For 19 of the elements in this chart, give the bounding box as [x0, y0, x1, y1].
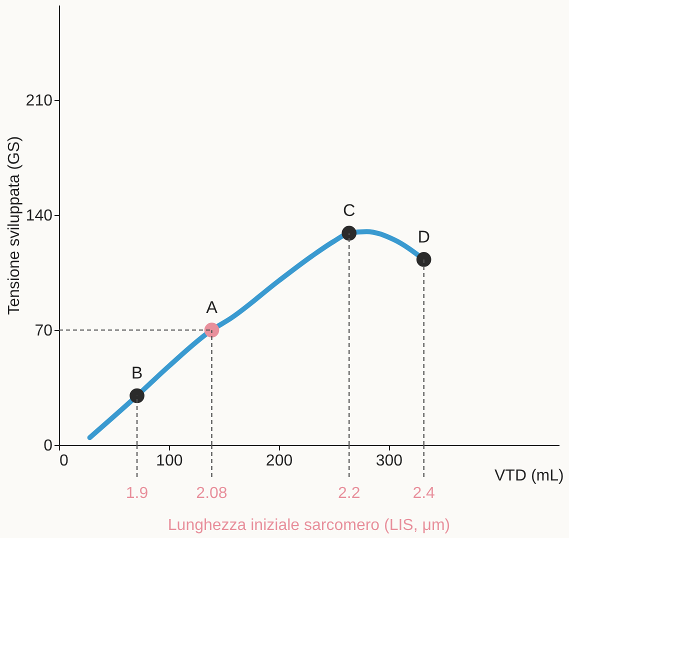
x-tick-label: 100: [156, 452, 183, 470]
y-tick-label: 0: [44, 438, 53, 454]
y-tick-label: 70: [34, 322, 53, 340]
x-tick-label: 300: [376, 452, 403, 470]
annotation: 2.2: [338, 485, 360, 502]
y-tick-label: 210: [26, 92, 53, 110]
x-tick-label: 0: [60, 452, 68, 470]
y-axis-title: Tensione sviluppata (GS): [6, 136, 23, 315]
annotation: D: [418, 227, 430, 246]
x-tick-label: 200: [266, 452, 293, 470]
annotation: B: [131, 364, 143, 383]
annotation: C: [342, 201, 356, 220]
annotation: 2.08: [196, 485, 228, 502]
x2-axis-title: Lunghezza iniziale sarcomero (LIS, μm): [168, 517, 450, 534]
annotation: 2.4: [412, 485, 436, 502]
annotation: 1.9: [126, 485, 148, 502]
y-tick-label: 140: [26, 208, 53, 225]
x-axis-title: VTD (mL): [494, 468, 564, 484]
annotation: A: [206, 298, 218, 318]
